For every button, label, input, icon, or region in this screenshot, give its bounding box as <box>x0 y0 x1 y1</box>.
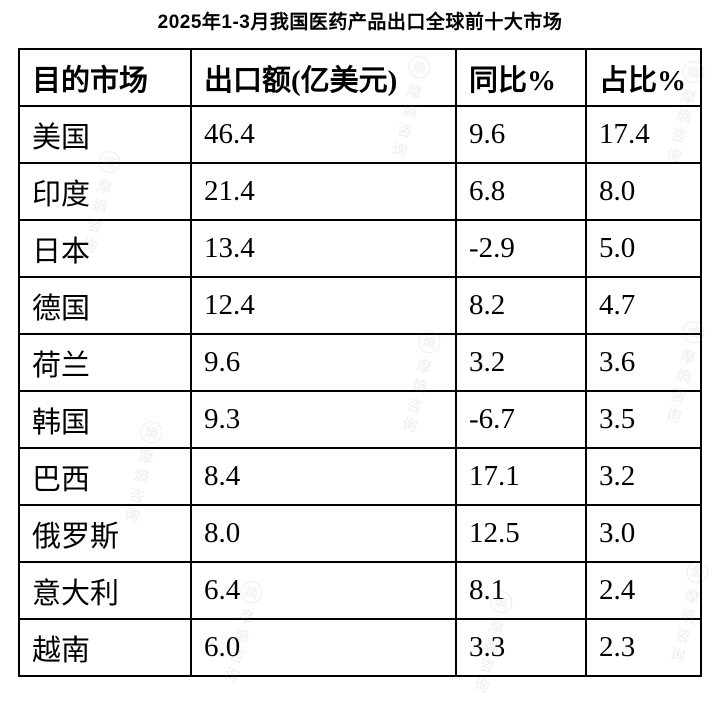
export-markets-table: 目的市场 出口额(亿美元) 同比% 占比% 美国 46.4 9.6 17.4 印… <box>18 48 702 677</box>
cell-export: 9.6 <box>190 333 457 392</box>
table-row: 日本 13.4 -2.9 5.0 <box>18 219 702 278</box>
cell-share: 3.6 <box>585 333 702 392</box>
table-row: 荷兰 9.6 3.2 3.6 <box>18 333 702 392</box>
cell-export: 8.4 <box>190 447 457 506</box>
cell-market: 印度 <box>18 162 192 221</box>
cell-yoy: 8.2 <box>455 276 587 335</box>
cell-yoy: 3.2 <box>455 333 587 392</box>
cell-yoy: 12.5 <box>455 504 587 563</box>
cell-export: 13.4 <box>190 219 457 278</box>
cell-yoy: -6.7 <box>455 390 587 449</box>
cell-share: 3.2 <box>585 447 702 506</box>
cell-share: 17.4 <box>585 105 702 164</box>
cell-yoy: -2.9 <box>455 219 587 278</box>
column-header-share: 占比% <box>585 48 702 107</box>
cell-share: 3.5 <box>585 390 702 449</box>
cell-yoy: 9.6 <box>455 105 587 164</box>
table-row: 德国 12.4 8.2 4.7 <box>18 276 702 335</box>
table-row: 印度 21.4 6.8 8.0 <box>18 162 702 221</box>
cell-yoy: 3.3 <box>455 618 587 677</box>
column-header-market: 目的市场 <box>18 48 192 107</box>
cell-export: 21.4 <box>190 162 457 221</box>
cell-yoy: 8.1 <box>455 561 587 620</box>
cell-export: 6.0 <box>190 618 457 677</box>
cell-market: 德国 <box>18 276 192 335</box>
table-header-row: 目的市场 出口额(亿美元) 同比% 占比% <box>18 48 702 107</box>
cell-market: 巴西 <box>18 447 192 506</box>
column-header-yoy: 同比% <box>455 48 587 107</box>
table-row: 越南 6.0 3.3 2.3 <box>18 618 702 677</box>
cell-market: 荷兰 <box>18 333 192 392</box>
cell-export: 6.4 <box>190 561 457 620</box>
cell-yoy: 6.8 <box>455 162 587 221</box>
cell-market: 日本 <box>18 219 192 278</box>
cell-share: 8.0 <box>585 162 702 221</box>
table-row: 意大利 6.4 8.1 2.4 <box>18 561 702 620</box>
cell-market: 韩国 <box>18 390 192 449</box>
cell-export: 12.4 <box>190 276 457 335</box>
table-row: 韩国 9.3 -6.7 3.5 <box>18 390 702 449</box>
cell-share: 4.7 <box>585 276 702 335</box>
cell-export: 9.3 <box>190 390 457 449</box>
cell-market: 意大利 <box>18 561 192 620</box>
cell-share: 2.3 <box>585 618 702 677</box>
table-row: 俄罗斯 8.0 12.5 3.0 <box>18 504 702 563</box>
cell-export: 8.0 <box>190 504 457 563</box>
cell-market: 美国 <box>18 105 192 164</box>
cell-share: 3.0 <box>585 504 702 563</box>
table-row: 美国 46.4 9.6 17.4 <box>18 105 702 164</box>
cell-export: 46.4 <box>190 105 457 164</box>
cell-share: 2.4 <box>585 561 702 620</box>
cell-market: 越南 <box>18 618 192 677</box>
column-header-export-value: 出口额(亿美元) <box>190 48 457 107</box>
cell-share: 5.0 <box>585 219 702 278</box>
table-row: 巴西 8.4 17.1 3.2 <box>18 447 702 506</box>
page-title: 2025年1-3月我国医药产品出口全球前十大市场 <box>157 12 563 33</box>
cell-yoy: 17.1 <box>455 447 587 506</box>
cell-market: 俄罗斯 <box>18 504 192 563</box>
